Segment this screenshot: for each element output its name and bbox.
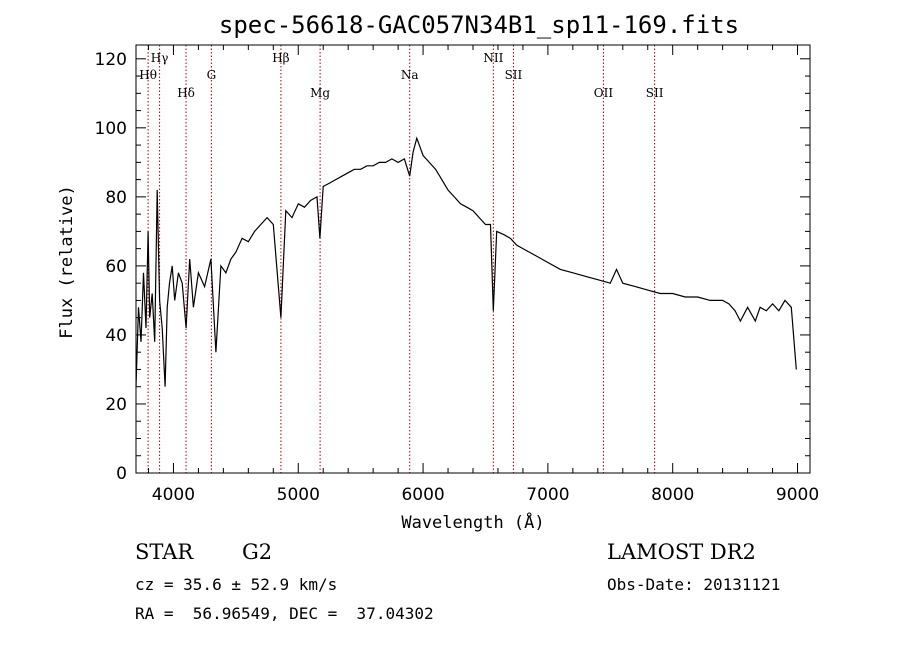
- y-tick-label-6: 120: [95, 50, 127, 70]
- y-tick-label-4: 80: [105, 188, 127, 208]
- y-axis-label: Flux (relative): [57, 185, 77, 339]
- x-axis-ticks: 4000 5000 6000 7000 8000 9000: [147, 45, 819, 505]
- line-label-6: Na: [401, 68, 419, 82]
- line-label-1: Hθ: [139, 68, 157, 82]
- x-tick-label-4: 8000: [651, 485, 694, 505]
- chart-title: spec-56618-GAC057N34B1_sp11-169.fits: [219, 11, 739, 39]
- y-tick-label-2: 40: [105, 326, 127, 346]
- line-label-9: OII: [594, 86, 614, 100]
- line-label-2: Hδ: [177, 86, 195, 100]
- x-tick-label-0: 4000: [152, 485, 195, 505]
- line-label-0: Hγ: [151, 51, 169, 65]
- plot-frame: [135, 44, 811, 474]
- observation-date: Obs-Date: 20131121: [607, 575, 781, 594]
- y-tick-label-5: 100: [95, 119, 127, 139]
- x-tick-label-3: 7000: [526, 485, 569, 505]
- y-tick-label-1: 20: [105, 395, 127, 415]
- line-label-10: SII: [646, 86, 664, 100]
- y-axis-ticks: 0 20 40 60 80 100 120: [95, 50, 810, 484]
- spectrum-line: [135, 136, 797, 387]
- line-label-8: SII: [505, 68, 523, 82]
- object-subclass: G2: [242, 540, 273, 564]
- line-label-3: G: [207, 68, 217, 82]
- line-label-7: NII: [483, 51, 503, 65]
- x-tick-label-1: 5000: [277, 485, 320, 505]
- survey-label: LAMOST DR2: [607, 540, 756, 564]
- y-tick-label-3: 60: [105, 257, 127, 277]
- x-tick-label-5: 9000: [776, 485, 819, 505]
- x-tick-label-2: 6000: [401, 485, 444, 505]
- x-axis-label: Wavelength (Å): [401, 511, 544, 533]
- redshift-velocity: cz = 35.6 ± 52.9 km/s: [135, 575, 338, 594]
- line-label-4: Hβ: [272, 51, 289, 65]
- object-type: STAR: [135, 540, 194, 564]
- y-tick-label-0: 0: [116, 464, 127, 484]
- emission-line-markers: [147, 45, 656, 473]
- line-label-5: Mg: [310, 86, 330, 100]
- sky-coordinates: RA = 56.96549, DEC = 37.04302: [135, 604, 434, 623]
